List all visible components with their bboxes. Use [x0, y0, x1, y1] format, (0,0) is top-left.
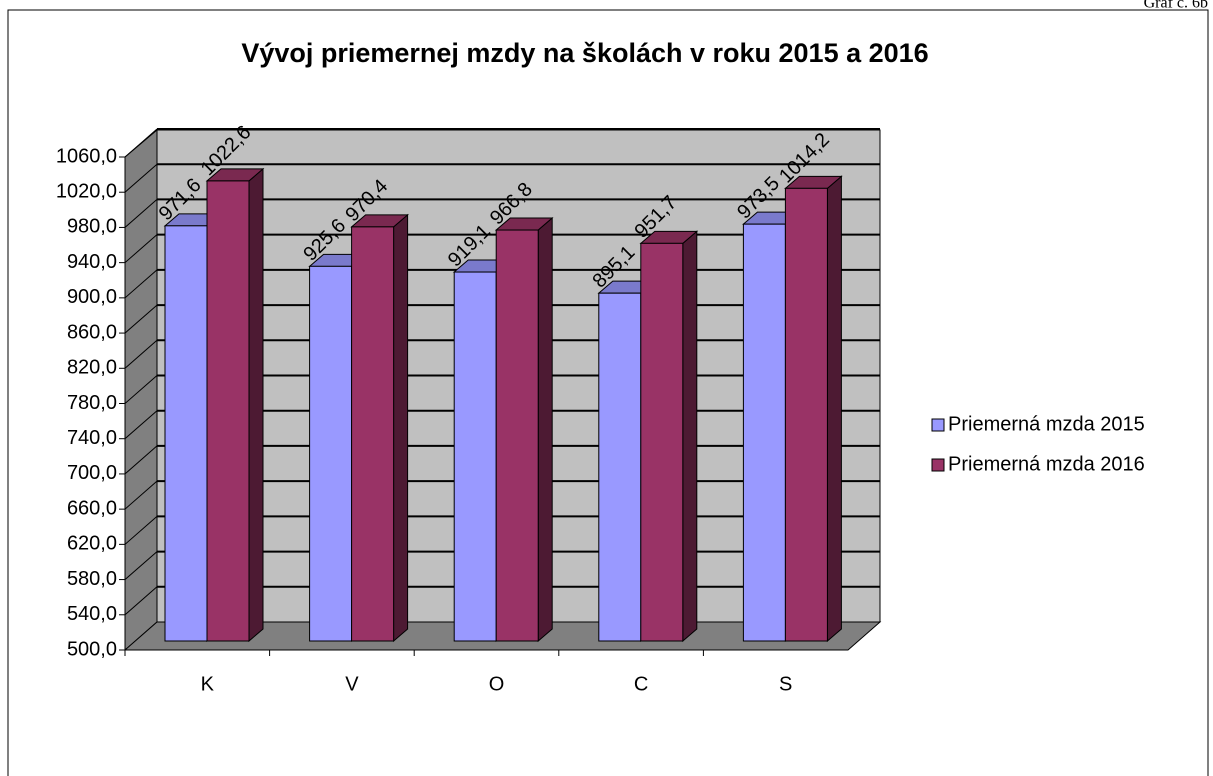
y-tick-label: 740,0: [67, 427, 117, 449]
legend-swatch: [931, 418, 945, 432]
bar: [351, 226, 395, 642]
legend-label: Priemerná mzda 2016: [948, 453, 1145, 475]
grid-line: [124, 445, 158, 475]
grid-line: [124, 269, 158, 299]
y-tick-label: 620,0: [67, 533, 117, 555]
bars: 971,61022,6925,6970,4919,1966,8895,1951,…: [155, 121, 843, 643]
bar: [453, 271, 497, 642]
y-tick-label: 900,0: [67, 286, 117, 308]
y-tick-label: 980,0: [67, 216, 117, 238]
y-tick-label: 540,0: [67, 603, 117, 625]
bar-side: [826, 175, 842, 643]
x-tick-label: V: [345, 673, 359, 695]
y-tick-label: 580,0: [67, 568, 117, 590]
corner-note: Graf č. 6b: [1144, 0, 1208, 12]
y-tick-label: 1060,0: [56, 145, 117, 167]
grid-line: [124, 163, 158, 193]
grid-line: [124, 339, 158, 369]
grid-line: [124, 480, 158, 510]
y-tick-label: 700,0: [67, 462, 117, 484]
bar: [309, 265, 353, 642]
y-tick-label: 780,0: [67, 392, 117, 414]
bar: [206, 180, 250, 642]
y-tick-label: 660,0: [67, 497, 117, 519]
grid-line: [124, 234, 158, 264]
chart-title: Vývoj priemernej mzdy na školách v roku …: [241, 38, 928, 68]
grid-line: [124, 515, 158, 545]
bar: [164, 225, 208, 642]
bar: [742, 223, 786, 642]
y-tick-label: 500,0: [67, 638, 117, 660]
x-tick-label: K: [201, 673, 215, 695]
bar: [598, 292, 642, 642]
grid-line: [124, 375, 158, 404]
bar-side: [537, 216, 553, 643]
legend-label: Priemerná mzda 2015: [948, 413, 1145, 435]
bar-side: [393, 213, 409, 643]
bar: [495, 229, 539, 642]
x-tick-label: C: [634, 673, 648, 695]
legend: Priemerná mzda 2015 Priemerná mzda 2016: [931, 413, 1145, 475]
grid-line: [124, 551, 158, 580]
bar: [784, 187, 828, 642]
y-tick-label: 860,0: [67, 321, 117, 343]
x-tick-label: O: [489, 673, 505, 695]
y-tick-label: 940,0: [67, 251, 117, 273]
bar: [640, 242, 684, 642]
grid-line: [124, 128, 158, 158]
bar-side: [248, 167, 264, 643]
grid-line: [124, 199, 158, 228]
y-tick-label: 820,0: [67, 357, 117, 379]
y-tick-label: 1020,0: [56, 180, 117, 202]
grid-line: [124, 586, 158, 616]
grid-line: [124, 304, 158, 334]
bar-side: [682, 230, 698, 643]
legend-swatch: [931, 458, 945, 472]
grid-line: [124, 410, 158, 440]
x-tick-label: S: [779, 673, 792, 695]
